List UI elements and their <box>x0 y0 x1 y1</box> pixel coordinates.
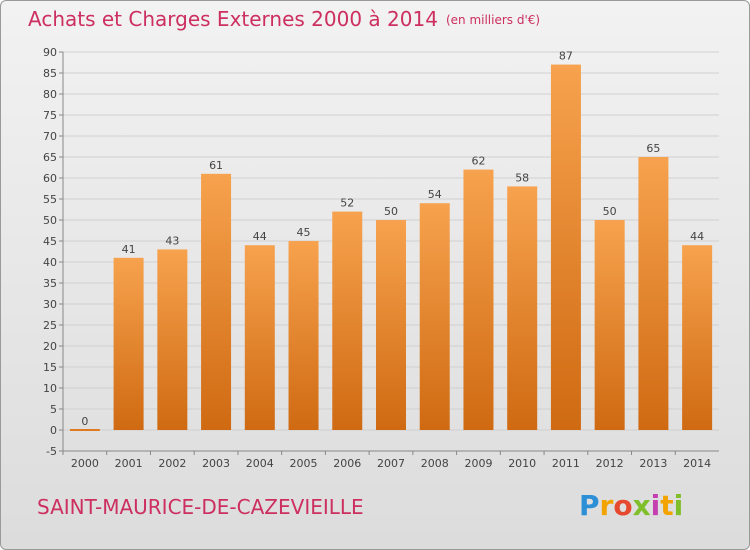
x-tick-label: 2002 <box>158 457 186 470</box>
logo-letter: i <box>650 489 661 522</box>
x-tick-label: 2010 <box>508 457 536 470</box>
x-tick-label: 2004 <box>246 457 274 470</box>
bar <box>332 211 363 430</box>
axis-layer: -5 0 5 10 15 20 25 30 35 40 45 50 55 60 65 70 75 80 85 90 20… <box>43 46 719 470</box>
y-tick-label: 0 <box>50 424 57 437</box>
bar-layer <box>69 64 713 431</box>
logo-letter: x <box>632 489 651 522</box>
x-tick-label: 2012 <box>596 457 624 470</box>
data-label: 87 <box>559 50 573 63</box>
x-tick-label: 2006 <box>333 457 361 470</box>
logo-letter: P <box>579 489 600 522</box>
y-tick-label: 5 <box>50 403 57 416</box>
y-tick-label: 55 <box>43 193 57 206</box>
data-label: 54 <box>428 188 442 201</box>
y-tick-label: 15 <box>43 361 57 374</box>
label-layer: 0 41 43 61 44 45 52 50 54 62 58 87 50 65 44 <box>81 50 704 428</box>
y-tick-label: -5 <box>46 445 57 458</box>
x-tick-label: 2008 <box>421 457 449 470</box>
bar <box>288 241 319 430</box>
y-tick-label: 70 <box>43 130 57 143</box>
y-tick-label: 85 <box>43 67 57 80</box>
data-label: 62 <box>471 155 485 168</box>
x-tick-label: 2000 <box>71 457 99 470</box>
bar <box>550 64 581 430</box>
bar <box>682 245 713 430</box>
y-tick-label: 90 <box>43 46 57 59</box>
y-tick-label: 20 <box>43 340 57 353</box>
bar <box>157 249 188 430</box>
data-label: 41 <box>122 243 136 256</box>
bar <box>244 245 275 430</box>
y-tick-label: 65 <box>43 151 57 164</box>
data-label: 44 <box>690 230 704 243</box>
data-label: 50 <box>384 205 398 218</box>
data-label: 45 <box>297 226 311 239</box>
data-label: 44 <box>253 230 267 243</box>
y-tick-label: 50 <box>43 214 57 227</box>
data-label: 50 <box>603 205 617 218</box>
logo-letter: r <box>599 489 614 522</box>
y-tick-label: 35 <box>43 277 57 290</box>
y-tick-label: 30 <box>43 298 57 311</box>
logo-letter: i <box>673 489 684 522</box>
y-tick-label: 10 <box>43 382 57 395</box>
x-tick-label: 2009 <box>464 457 492 470</box>
bar <box>507 186 538 430</box>
y-tick-label: 45 <box>43 235 57 248</box>
x-tick-label: 2005 <box>290 457 318 470</box>
chart-title: Achats et Charges Externes 2000 à 2014 (e… <box>28 7 540 31</box>
data-label: 0 <box>81 415 88 428</box>
bar <box>376 220 406 430</box>
x-tick-label: 2011 <box>552 457 580 470</box>
y-tick-label: 25 <box>43 319 57 332</box>
y-tick-label: 60 <box>43 172 57 185</box>
x-tick-label: 2007 <box>377 457 405 470</box>
bar <box>463 169 494 430</box>
bar <box>594 220 625 430</box>
data-label: 61 <box>209 159 223 172</box>
x-tick-label: 2014 <box>683 457 711 470</box>
bar <box>419 203 450 430</box>
data-label: 65 <box>646 142 660 155</box>
y-tick-label: 40 <box>43 256 57 269</box>
y-tick-label: 80 <box>43 88 57 101</box>
data-label: 43 <box>165 234 179 247</box>
x-tick-label: 2013 <box>639 457 667 470</box>
logo-letter: o <box>613 489 633 522</box>
x-tick-label: 2003 <box>202 457 230 470</box>
bar <box>638 157 669 430</box>
place-name: SAINT-MAURICE-DE-CAZEVIEILLE <box>37 495 364 519</box>
logo-letter: t <box>660 489 674 522</box>
bar <box>113 257 144 430</box>
chart-subtitle: (en milliers d'€) <box>445 13 541 27</box>
bar <box>201 173 232 431</box>
data-label: 58 <box>515 171 529 184</box>
x-tick-label: 2001 <box>115 457 143 470</box>
data-label: 52 <box>340 197 354 210</box>
y-tick-label: 75 <box>43 109 57 122</box>
chart-title-text: Achats et Charges Externes 2000 à 2014 <box>28 7 438 31</box>
proxiti-logo[interactable]: Proxiti <box>579 489 683 522</box>
